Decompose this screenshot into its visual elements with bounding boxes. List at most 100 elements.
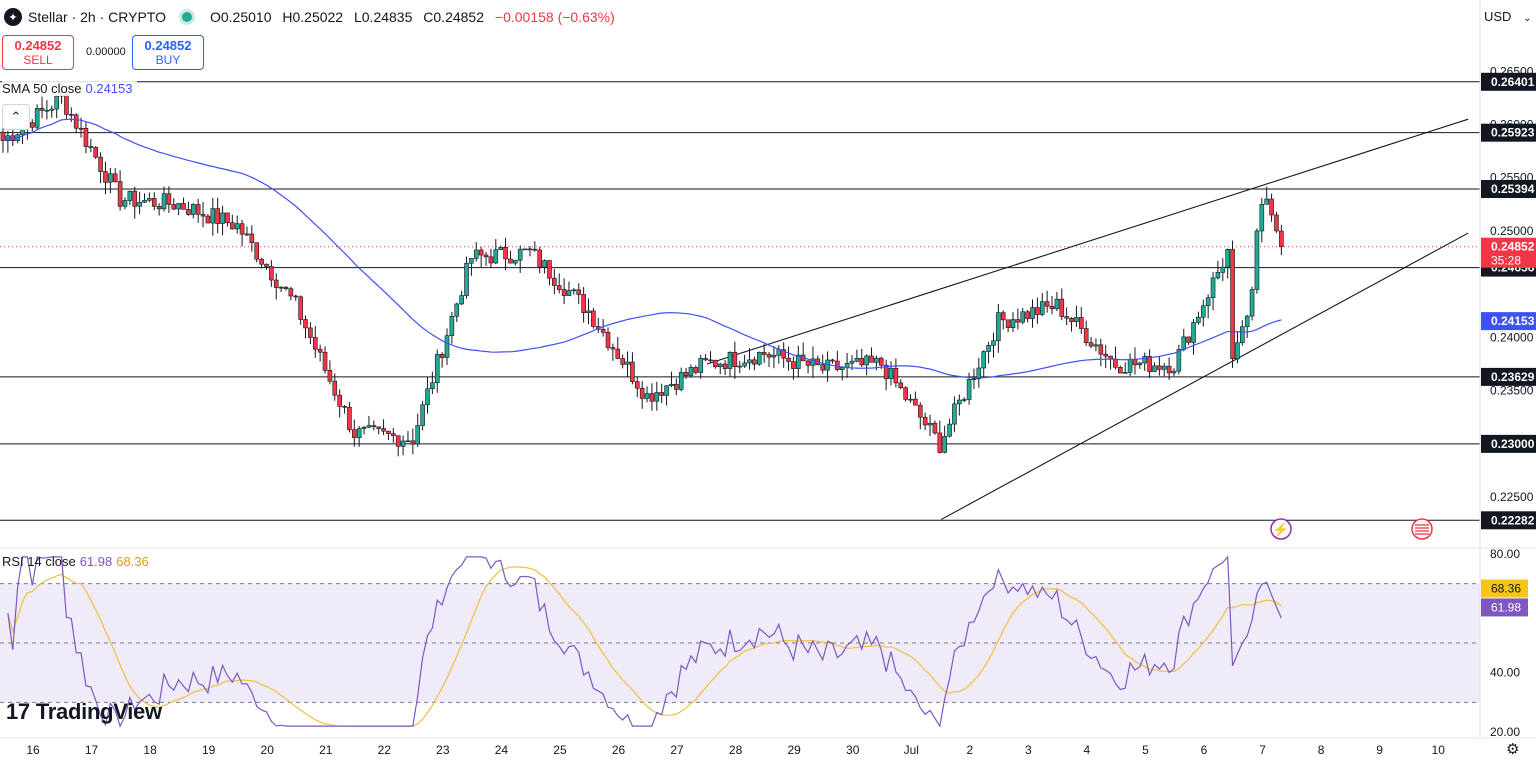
time-tick-label: 19: [202, 743, 216, 757]
candle-down: [171, 204, 177, 210]
candle-down: [693, 367, 699, 373]
sell-button[interactable]: 0.24852 SELL: [2, 35, 74, 70]
settings-gear-icon[interactable]: ⚙: [1506, 741, 1520, 758]
candle-down: [264, 263, 269, 267]
candle-down: [898, 382, 904, 389]
candle-up: [220, 212, 225, 224]
candle-up: [542, 260, 547, 268]
candle-up: [147, 198, 152, 201]
candle-down: [337, 394, 342, 407]
candle-up: [961, 399, 967, 401]
candle-down: [1103, 353, 1108, 357]
lightning-glyph: ⚡: [1273, 522, 1289, 538]
level-price-tag-text: 0.25394: [1491, 182, 1535, 196]
level-price-tag-text: 0.23629: [1491, 370, 1535, 384]
candle-up: [1181, 336, 1187, 350]
candle-up: [361, 426, 367, 429]
candle-down: [556, 285, 562, 290]
trendlines: [706, 118, 1469, 520]
candle-up: [644, 393, 650, 399]
level-price-tag-bg: [1481, 511, 1536, 530]
candle-up: [942, 435, 947, 453]
currency-selector[interactable]: USD ⌄: [1484, 6, 1532, 28]
candle-down: [937, 432, 943, 453]
candle-up: [464, 262, 469, 296]
candle-up: [137, 202, 142, 207]
level-price-tag-bg: [1481, 434, 1536, 453]
candle-down: [615, 348, 621, 359]
symbol-title[interactable]: Stellar · 2h · CRYPTO: [28, 9, 166, 25]
candle-down: [181, 203, 186, 210]
price-axis[interactable]: 0.265000.260000.255000.250000.240000.235…: [1479, 0, 1536, 739]
sma-line: [2, 118, 1282, 379]
rsi-ma-tag: 68.36: [1491, 581, 1521, 595]
candle-down: [805, 360, 811, 366]
candle-up: [430, 382, 435, 390]
sma-legend[interactable]: SMA 50 close 0.24153: [2, 81, 137, 96]
rsi-ma-line: [7, 566, 1282, 727]
candle-up: [142, 199, 147, 203]
candle-down: [766, 354, 772, 358]
time-axis[interactable]: 16 17 18 19 20 21 22 23 24 25 26 27 28 29 30 Jul 2 3 4 5 6 7 8…: [0, 737, 1536, 757]
candle-up: [1235, 342, 1240, 359]
spread-value: 0.00000: [86, 46, 126, 58]
candle-up: [469, 258, 474, 264]
rsi-value-tag-bg: [1481, 598, 1528, 617]
candle-down: [561, 289, 567, 296]
time-tick-label: 9: [1376, 743, 1383, 757]
candle-down: [381, 428, 386, 432]
candle-up: [586, 310, 591, 314]
candle-up: [1152, 365, 1157, 372]
candle-up: [522, 248, 528, 251]
candle-down: [1157, 365, 1162, 370]
candle-up: [405, 440, 411, 443]
candle-up: [571, 289, 577, 292]
buy-label: BUY: [155, 53, 181, 67]
stellar-logo-icon: ✦: [4, 8, 22, 26]
candle-down: [371, 425, 377, 428]
candle-down: [1000, 312, 1006, 321]
candle-down: [649, 393, 655, 402]
candle-down: [591, 310, 596, 327]
level-price-tag: 0.22282: [1481, 511, 1536, 530]
rsi-legend[interactable]: RSI 14 close 61.98 68.36: [2, 554, 149, 569]
level-price-tag: 0.23629: [1481, 367, 1536, 386]
candle-up: [1240, 326, 1245, 344]
candle-up: [425, 388, 430, 406]
candle-down: [249, 233, 255, 243]
tradingview-logo[interactable]: 17 TradingView: [6, 699, 162, 725]
candle-down: [195, 204, 201, 215]
time-tick-label: 22: [378, 743, 392, 757]
candle-down: [112, 173, 118, 182]
rsi-tick-label: 20.00: [1490, 725, 1520, 739]
candle-down: [322, 351, 328, 371]
candle-down: [820, 364, 826, 371]
candle-down: [532, 248, 538, 251]
candle-down: [132, 190, 138, 207]
event-markers[interactable]: ⚡: [1270, 518, 1433, 540]
level-price-tag: 0.23000: [1481, 434, 1536, 453]
candle-down: [1005, 319, 1011, 328]
time-tick-label: 21: [319, 743, 333, 757]
candle-down: [576, 289, 582, 295]
time-tick-label: 30: [846, 743, 860, 757]
candle-down: [630, 361, 635, 382]
buy-button[interactable]: 0.24852 BUY: [132, 35, 204, 70]
candle-up: [664, 385, 669, 396]
time-tick-label: 28: [729, 743, 743, 757]
candle-down: [230, 222, 235, 230]
rsi-pane: [0, 547, 1536, 728]
candle-down: [1083, 328, 1089, 343]
candle-up: [1205, 297, 1211, 307]
collapse-legend-button[interactable]: ⌃: [2, 104, 30, 130]
candle-down: [508, 258, 513, 264]
candle-down: [327, 369, 333, 382]
candle-up: [776, 349, 782, 356]
time-tick-label: 25: [553, 743, 567, 757]
time-tick-label: 4: [1084, 743, 1091, 757]
candle-up: [947, 423, 952, 437]
candle-down: [83, 127, 89, 147]
